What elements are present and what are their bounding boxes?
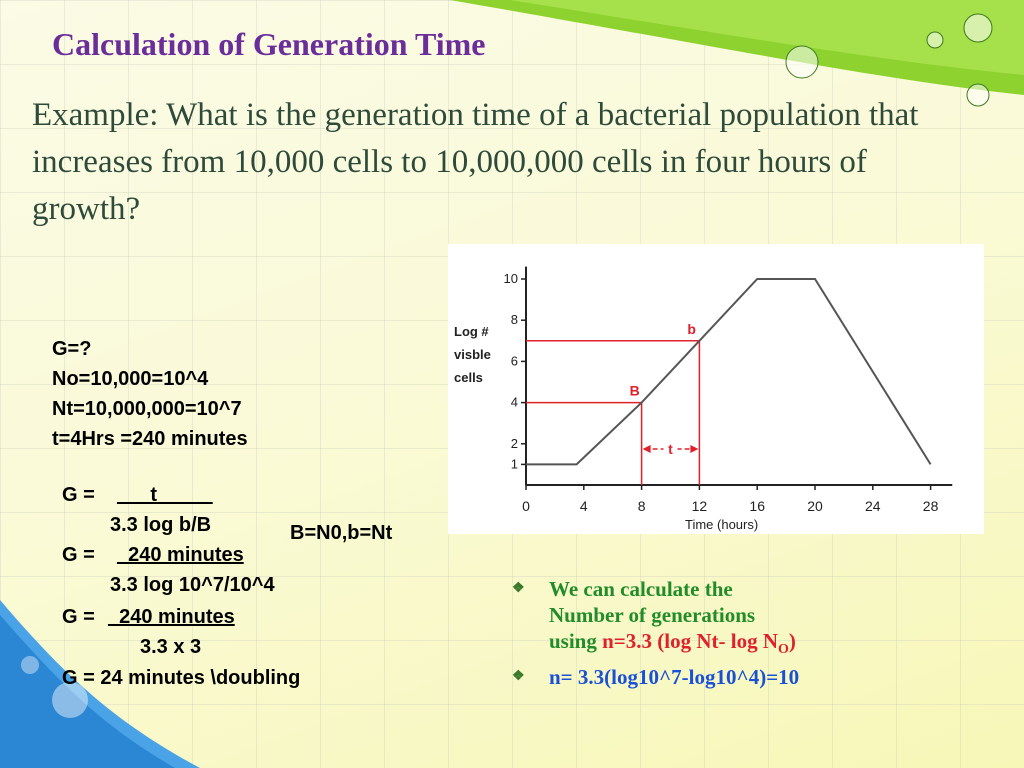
bullet-using: using (549, 629, 597, 653)
x-tick-label: 16 (749, 498, 765, 514)
calculation-steps: G = ___t_____ 3.3 log b/B G = _240 minut… (62, 480, 382, 700)
given-line: G=? (52, 338, 92, 360)
interval-arrow-left (642, 445, 651, 453)
green-swoosh-decoration (450, 0, 1024, 107)
bullet-line: Number of generations (549, 603, 756, 627)
y-axis-label-line: visble (454, 347, 491, 362)
growth-curve-group (526, 278, 932, 466)
y-axis-label-line: cells (454, 370, 483, 385)
result-line: G = 24 minutes \doubling (62, 667, 301, 689)
bullet-line: We can calculate the (549, 577, 733, 601)
y-tick-label: 1 (511, 456, 518, 471)
graph-markers: t Bb (526, 321, 701, 485)
variable-note: B=N0,b=Nt (290, 522, 393, 544)
generation-formula: n=3.3 (log Nt- log N (602, 629, 778, 653)
growth-graph: Log # visble cells 1 2 4 6 8 10 0 4 8 12 16 20 24 28 … (448, 244, 984, 534)
step2-lhs: G = (62, 544, 95, 566)
x-axis-label: Time (hours) (685, 517, 758, 532)
y-axis-label-line: Log # (454, 324, 489, 339)
step3-denominator: 3.3 x 3 (140, 636, 202, 658)
y-tick-label: 2 (511, 436, 518, 451)
step2-numerator: _240 minutes (117, 544, 244, 566)
x-tick-label: 28 (923, 498, 939, 514)
step3-numerator: _240 minutes (108, 606, 235, 628)
step1-lhs: G = (62, 484, 95, 506)
x-tick-label: 0 (522, 498, 530, 514)
interval-arrow-right (690, 445, 699, 453)
bullet-result: n= 3.3(log10^7-log10^4)=10 (549, 665, 800, 689)
step3-lhs: G = (62, 606, 95, 628)
x-tick-label: 12 (692, 498, 708, 514)
step1-denominator: 3.3 log b/B (110, 514, 212, 536)
diamond-bullet-icon: ❖ (512, 581, 525, 596)
formula-close: ) (788, 629, 796, 653)
given-line: t=4Hrs =240 minutes (52, 428, 248, 450)
example-question: Example: What is the generation time of … (32, 97, 919, 227)
diamond-bullet-icon: ❖ (512, 669, 525, 684)
y-tick-label: 4 (511, 395, 518, 410)
bullet-text: We can calculate the Number of generatio… (549, 576, 796, 663)
bullet-line: using n=3.3 (log Nt- log NO) (549, 628, 796, 663)
y-axis-label: Log # visble cells (454, 324, 491, 385)
blue-swoosh-decoration (0, 600, 200, 768)
interval-label-bg (663, 440, 678, 456)
x-tick-label: 20 (807, 498, 823, 514)
x-tick-label: 24 (865, 498, 881, 514)
step2-denominator: 3.3 log 10^7/10^4 (110, 574, 275, 596)
point-B-label: B (630, 383, 640, 399)
y-tick-label: 8 (511, 312, 518, 327)
x-tick-label: 4 (580, 498, 588, 514)
x-tick-label: 8 (638, 498, 646, 514)
given-line: Nt=10,000,000=10^7 (52, 398, 242, 420)
point-b-label: b (687, 321, 696, 337)
interval-label: t (668, 441, 673, 457)
graph-axes (525, 266, 953, 486)
y-tick-label: 10 (504, 271, 518, 286)
given-line: No=10,000=10^4 (52, 368, 209, 390)
y-tick-label: 6 (511, 353, 518, 368)
formula-subscript: O (778, 642, 789, 658)
step1-numerator: ___t_____ (117, 484, 213, 506)
slide-title: Calculation of Generation Time (52, 26, 486, 62)
growth-curve (526, 278, 932, 466)
given-values: G=? No=10,000=10^4 Nt=10,000,000=10^7 t=… (52, 334, 248, 454)
